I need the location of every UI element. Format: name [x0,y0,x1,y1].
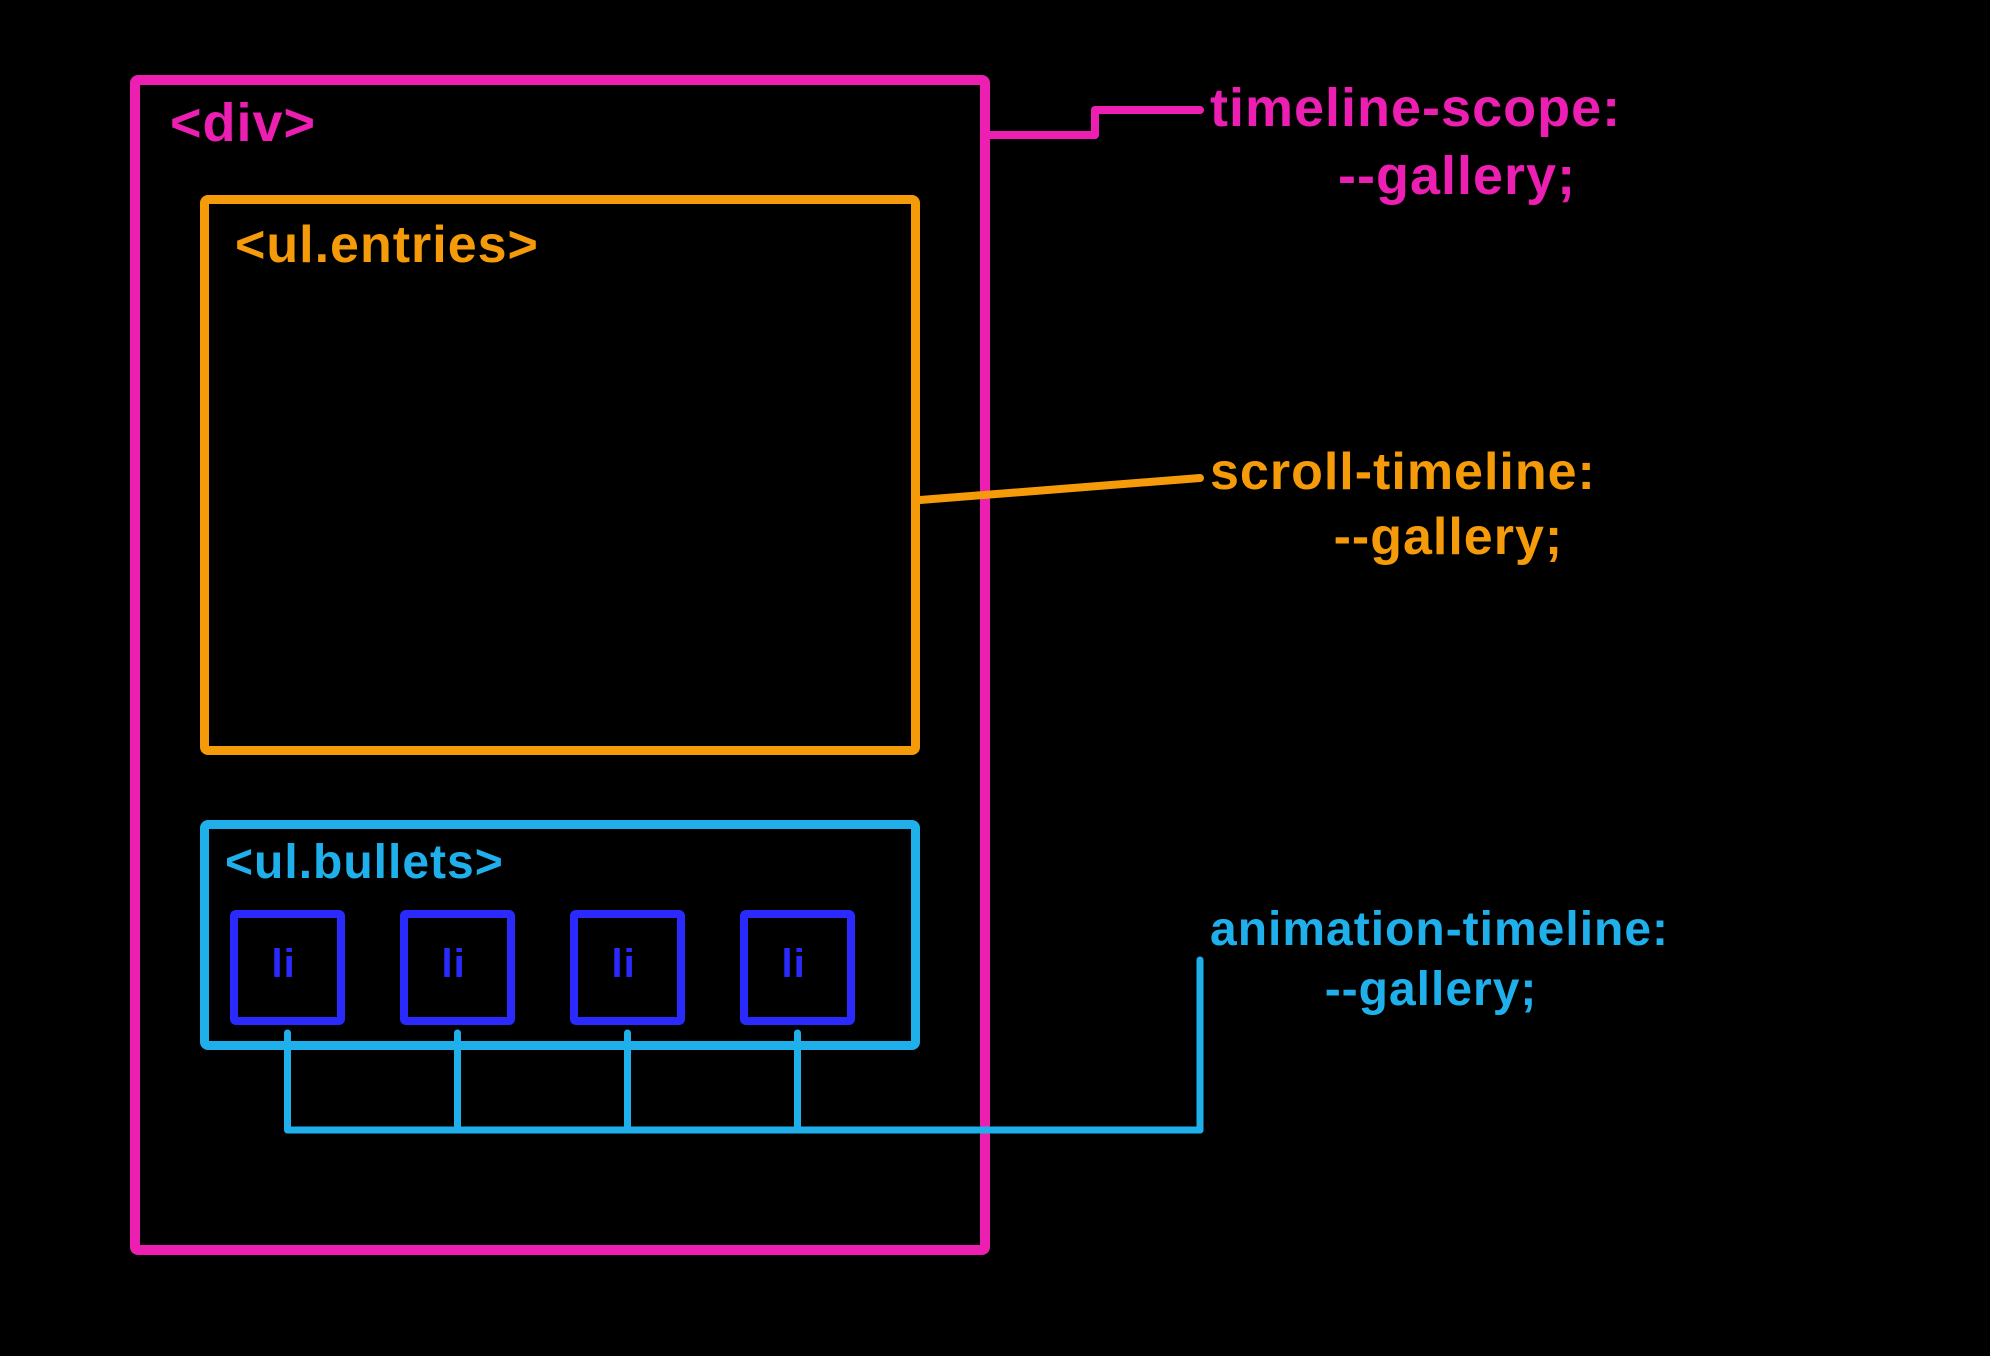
annotation-scroll-timeline: scroll-timeline: --gallery; [1210,440,1596,570]
annotation-timeline-scope: timeline-scope: --gallery; [1210,75,1621,210]
entries-label: <ul.entries> [235,215,539,275]
li-item-label: li [782,942,806,987]
li-item-label: li [612,942,636,987]
entries-box [200,195,920,755]
li-item-label: li [442,942,466,987]
outer-div-label: <div> [170,92,316,154]
diagram-canvas: <div> <ul.entries> <ul.bullets> li li li li… [0,0,1990,1356]
annotation-animation-timeline: animation-timeline: --gallery; [1210,900,1669,1020]
li-item-label: li [272,942,296,987]
bullets-label: <ul.bullets> [225,835,504,890]
